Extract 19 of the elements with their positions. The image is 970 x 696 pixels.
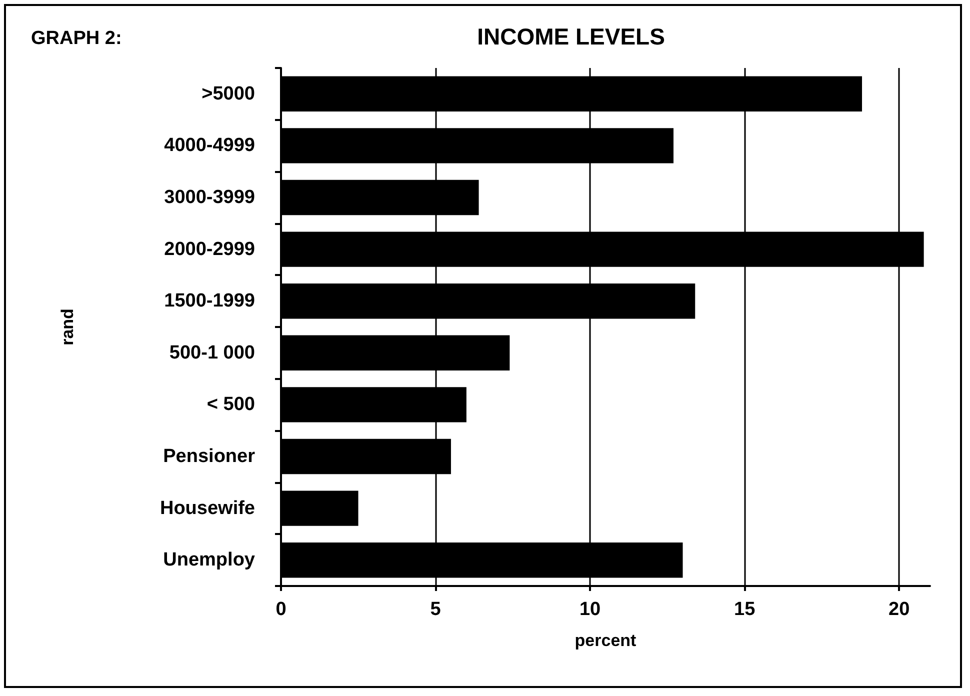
y-tick-label: Unemploy	[163, 550, 256, 571]
y-tick-label: < 500	[206, 394, 255, 416]
text: GRAPH 2:	[31, 28, 122, 49]
y-axis-title: rand	[58, 308, 77, 346]
y-tick-label: 2000-2999	[164, 238, 255, 260]
y-tick-label: 1500-1999	[164, 290, 255, 312]
x-tick-label: 15	[734, 599, 756, 620]
y-tick-label: >5000	[202, 83, 255, 104]
x-tick-label: 10	[579, 599, 601, 620]
x-tick-label: 0	[276, 599, 286, 620]
y-tick-label: 500-1 000	[169, 342, 255, 364]
y-tick-label: 4000-4999	[164, 135, 255, 156]
y-tick-label: 3000-3999	[164, 187, 255, 208]
chart-title: INCOME LEVELS	[477, 24, 665, 50]
y-tick-label: Housewife	[160, 498, 255, 519]
x-tick-label: 20	[888, 599, 910, 620]
x-axis-title: percent	[574, 631, 637, 650]
y-tick-label: Pensioner	[163, 446, 256, 467]
x-tick-label: 5	[430, 599, 442, 620]
